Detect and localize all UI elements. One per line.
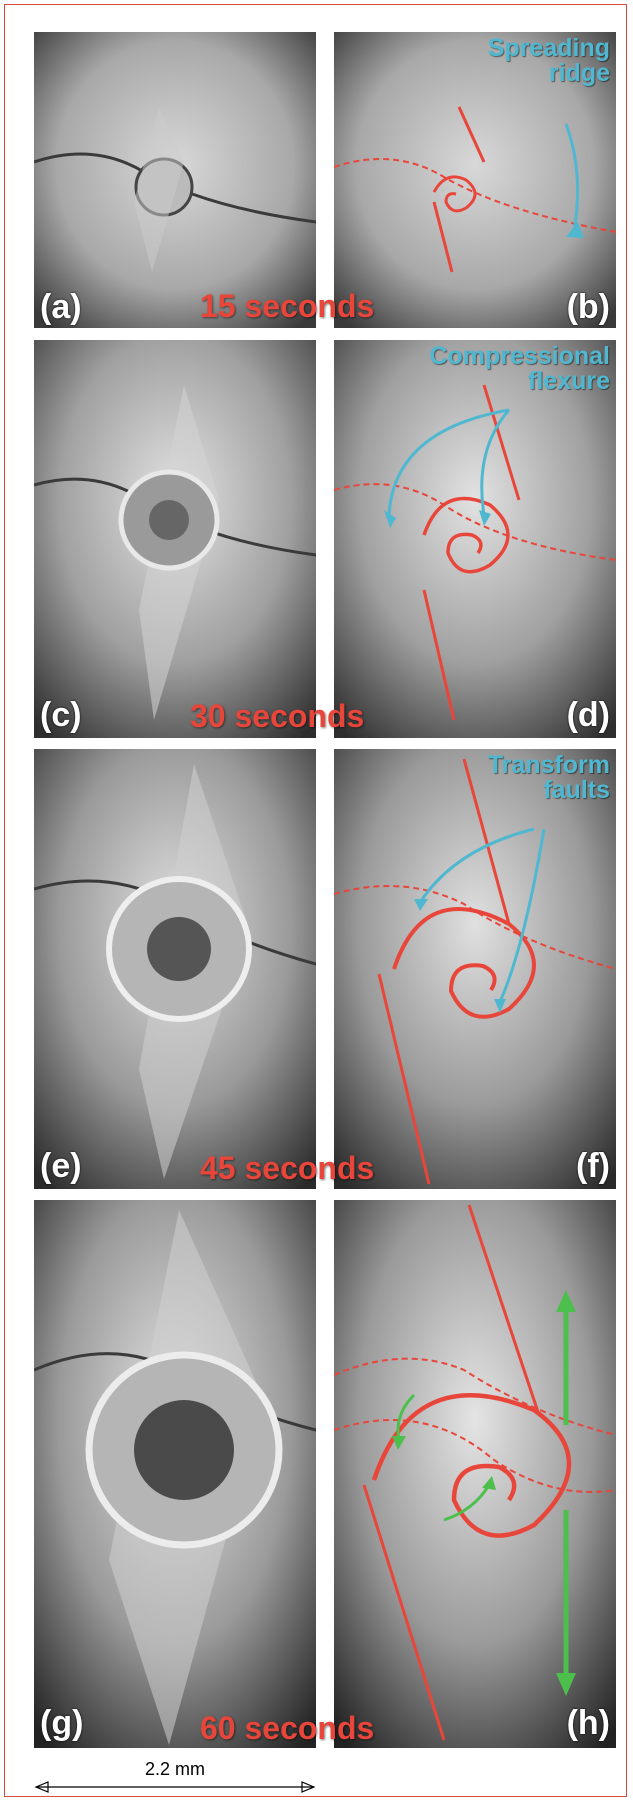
panel-label: (h) — [566, 1704, 610, 1742]
panel-e-image — [34, 749, 316, 1189]
panel-a: (a) — [34, 32, 316, 328]
panel-f-image — [334, 749, 616, 1189]
panel-c: (c) — [34, 340, 316, 738]
panel-label: (d) — [566, 696, 610, 734]
spreading-ridge-label: Spreading ridge — [487, 34, 610, 87]
panel-label: (g) — [40, 1704, 84, 1742]
panel-label: (e) — [40, 1147, 82, 1185]
panel-d: Compressional flexure (d) — [334, 340, 616, 738]
figure-frame — [4, 4, 627, 1797]
time-label: 45 seconds — [200, 1150, 375, 1186]
panel-label: (c) — [40, 696, 82, 734]
panel-h-image — [334, 1200, 616, 1748]
panel-label: (a) — [40, 288, 82, 326]
panel-d-image — [334, 340, 616, 738]
panel-b-image — [334, 32, 616, 328]
panel-g-image — [34, 1200, 316, 1748]
time-label: 30 seconds — [190, 698, 365, 734]
panel-b: Spreading ridge (b) — [334, 32, 616, 328]
scale-bar-arrow — [34, 1781, 316, 1793]
panel-h: (h) — [334, 1200, 616, 1748]
compressional-flexure-label: Compressional flexure — [429, 342, 610, 395]
panel-label: (f) — [576, 1147, 610, 1185]
panel-g: (g) — [34, 1200, 316, 1748]
transform-faults-label: Transform faults — [487, 751, 610, 804]
panel-label: (b) — [566, 288, 610, 326]
time-label: 60 seconds — [200, 1710, 375, 1746]
panel-c-image — [34, 340, 316, 738]
panel-f: Transform faults (f) — [334, 749, 616, 1189]
scale-bar-label: 2.2 mm — [144, 1759, 205, 1779]
scale-bar: 2.2 mm — [34, 1759, 316, 1799]
time-label: 15 seconds — [200, 288, 375, 324]
panel-e: (e) — [34, 749, 316, 1189]
panel-a-image — [34, 32, 316, 328]
